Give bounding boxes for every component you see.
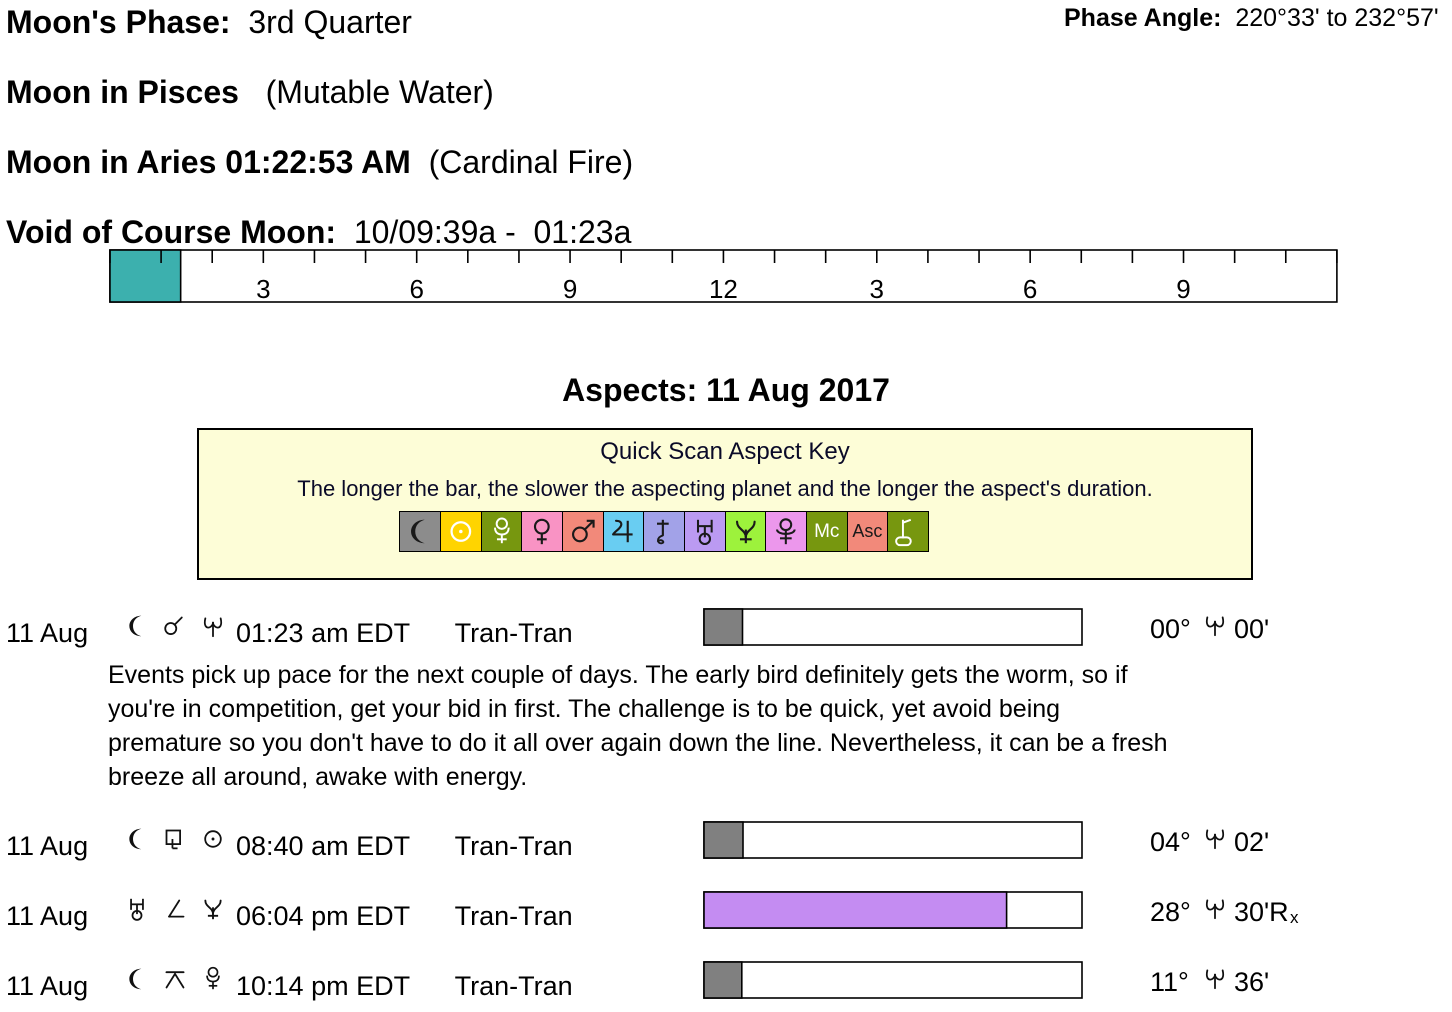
svg-text:11°: 11° xyxy=(1150,967,1189,997)
svg-text:36': 36' xyxy=(1234,967,1269,997)
